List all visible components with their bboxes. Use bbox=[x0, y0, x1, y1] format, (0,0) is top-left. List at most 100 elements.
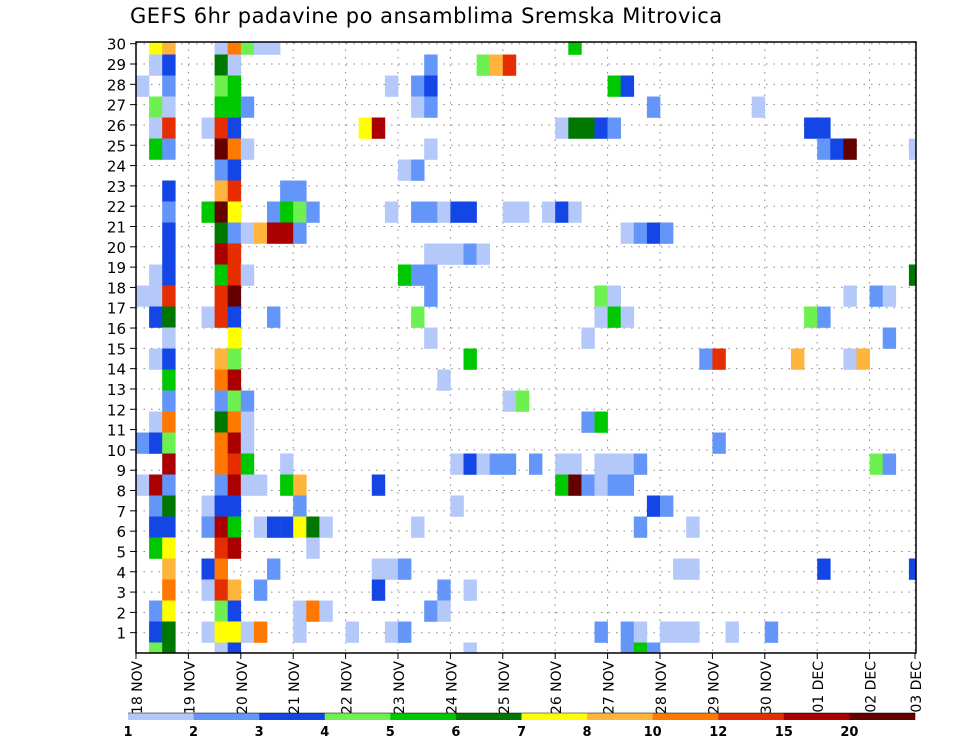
heatmap-cell bbox=[227, 579, 242, 601]
heatmap-cell bbox=[214, 243, 228, 265]
heatmap-cell bbox=[162, 117, 176, 139]
heatmap-cell bbox=[162, 558, 176, 580]
heatmap-cell bbox=[437, 243, 451, 265]
heatmap-cell bbox=[162, 579, 176, 601]
heatmap-cell bbox=[751, 96, 766, 118]
heatmap-cell bbox=[293, 516, 307, 538]
heatmap-cell bbox=[568, 117, 582, 139]
heatmap-cell bbox=[136, 474, 150, 496]
y-tick-label: 23 bbox=[107, 178, 126, 196]
heatmap-cell bbox=[240, 222, 255, 244]
heatmap-cell bbox=[502, 453, 517, 475]
heatmap-cell bbox=[149, 54, 163, 76]
heatmap-cell bbox=[463, 642, 477, 653]
heatmap-cell bbox=[227, 369, 242, 391]
x-tick-label: 29 NOV bbox=[706, 661, 722, 715]
heatmap-cell bbox=[162, 348, 176, 370]
heatmap-cell bbox=[502, 390, 517, 412]
heatmap-cell bbox=[633, 621, 648, 643]
heatmap-cell bbox=[253, 621, 268, 643]
heatmap-cell bbox=[253, 42, 268, 55]
x-tick-label: 24 NOV bbox=[444, 661, 460, 715]
colorbar-swatch bbox=[324, 713, 391, 720]
y-tick-label: 22 bbox=[107, 198, 126, 216]
heatmap-cell bbox=[764, 621, 779, 643]
y-tick-label: 6 bbox=[116, 523, 126, 541]
heatmap-cell bbox=[384, 201, 399, 223]
x-tick-label: 21 NOV bbox=[287, 661, 303, 715]
heatmap-cell bbox=[162, 201, 176, 223]
y-tick-label: 2 bbox=[116, 604, 126, 622]
y-tick-label: 29 bbox=[107, 56, 126, 74]
y-tick-label: 7 bbox=[116, 503, 126, 521]
heatmap-cell bbox=[201, 201, 215, 223]
heatmap-cell bbox=[227, 117, 242, 139]
heatmap-cell bbox=[620, 222, 635, 244]
heatmap-cell bbox=[502, 201, 517, 223]
heatmap-cell bbox=[240, 453, 255, 475]
heatmap-cell bbox=[515, 390, 530, 412]
heatmap-cell bbox=[646, 642, 661, 653]
heatmap-cell bbox=[804, 117, 818, 139]
heatmap-cell bbox=[214, 495, 228, 517]
colorbar-label: 15 bbox=[775, 725, 793, 740]
heatmap-cell bbox=[712, 348, 726, 370]
heatmap-cell bbox=[306, 516, 320, 538]
x-tick-label: 20 NOV bbox=[235, 661, 251, 715]
heatmap-cell bbox=[227, 54, 242, 76]
heatmap-cell bbox=[293, 474, 307, 496]
heatmap-cell bbox=[227, 621, 242, 643]
heatmap-cell bbox=[398, 558, 412, 580]
heatmap-cell bbox=[384, 558, 399, 580]
y-tick-label: 16 bbox=[107, 320, 126, 338]
heatmap-cell bbox=[227, 75, 242, 97]
heatmap-cell bbox=[227, 222, 242, 244]
heatmap-cell bbox=[214, 96, 228, 118]
heatmap-cell bbox=[424, 201, 438, 223]
heatmap-cell bbox=[581, 411, 595, 433]
y-tick-label: 20 bbox=[107, 239, 126, 257]
heatmap-cell bbox=[424, 243, 438, 265]
heatmap-cell bbox=[620, 453, 635, 475]
heatmap-cell bbox=[411, 516, 425, 538]
heatmap-cell bbox=[371, 117, 386, 139]
heatmap-cell bbox=[555, 453, 569, 475]
heatmap-cell bbox=[162, 42, 176, 55]
heatmap-cell bbox=[620, 474, 635, 496]
heatmap-cell bbox=[162, 390, 176, 412]
colorbar-swatch bbox=[718, 713, 785, 720]
colorbar-swatch bbox=[521, 713, 588, 720]
heatmap-cell bbox=[149, 516, 163, 538]
heatmap-cell bbox=[149, 621, 163, 643]
heatmap-cell bbox=[673, 621, 687, 643]
heatmap-cell bbox=[633, 642, 648, 653]
heatmap-cell bbox=[450, 495, 464, 517]
heatmap-cell bbox=[515, 201, 530, 223]
heatmap-cell bbox=[371, 579, 386, 601]
heatmap-cell bbox=[214, 516, 228, 538]
heatmap-cell bbox=[253, 579, 268, 601]
heatmap-cell bbox=[227, 327, 242, 349]
heatmap-cell bbox=[201, 621, 215, 643]
heatmap-cell bbox=[214, 453, 228, 475]
colorbar-label: 12 bbox=[709, 725, 727, 740]
x-tick-label: 22 NOV bbox=[340, 661, 356, 715]
heatmap-cell bbox=[489, 453, 504, 475]
heatmap-cell bbox=[502, 54, 517, 76]
x-tick-label: 18 NOV bbox=[130, 661, 146, 715]
heatmap-cell bbox=[214, 75, 228, 97]
heatmap-cell bbox=[214, 117, 228, 139]
heatmap-cell bbox=[162, 369, 176, 391]
y-tick-label: 15 bbox=[107, 340, 126, 358]
heatmap-cell bbox=[227, 285, 242, 307]
heatmap-cell bbox=[398, 621, 412, 643]
heatmap-cell bbox=[620, 75, 635, 97]
y-tick-label: 26 bbox=[107, 117, 126, 135]
heatmap-cell bbox=[280, 180, 294, 202]
heatmap-cell bbox=[162, 75, 176, 97]
heatmap-cell bbox=[201, 117, 215, 139]
x-tick-label: 28 NOV bbox=[654, 661, 670, 715]
heatmap-cell bbox=[371, 474, 386, 496]
colorbar-label: 1 bbox=[123, 725, 132, 740]
y-tick-label: 27 bbox=[107, 97, 126, 115]
